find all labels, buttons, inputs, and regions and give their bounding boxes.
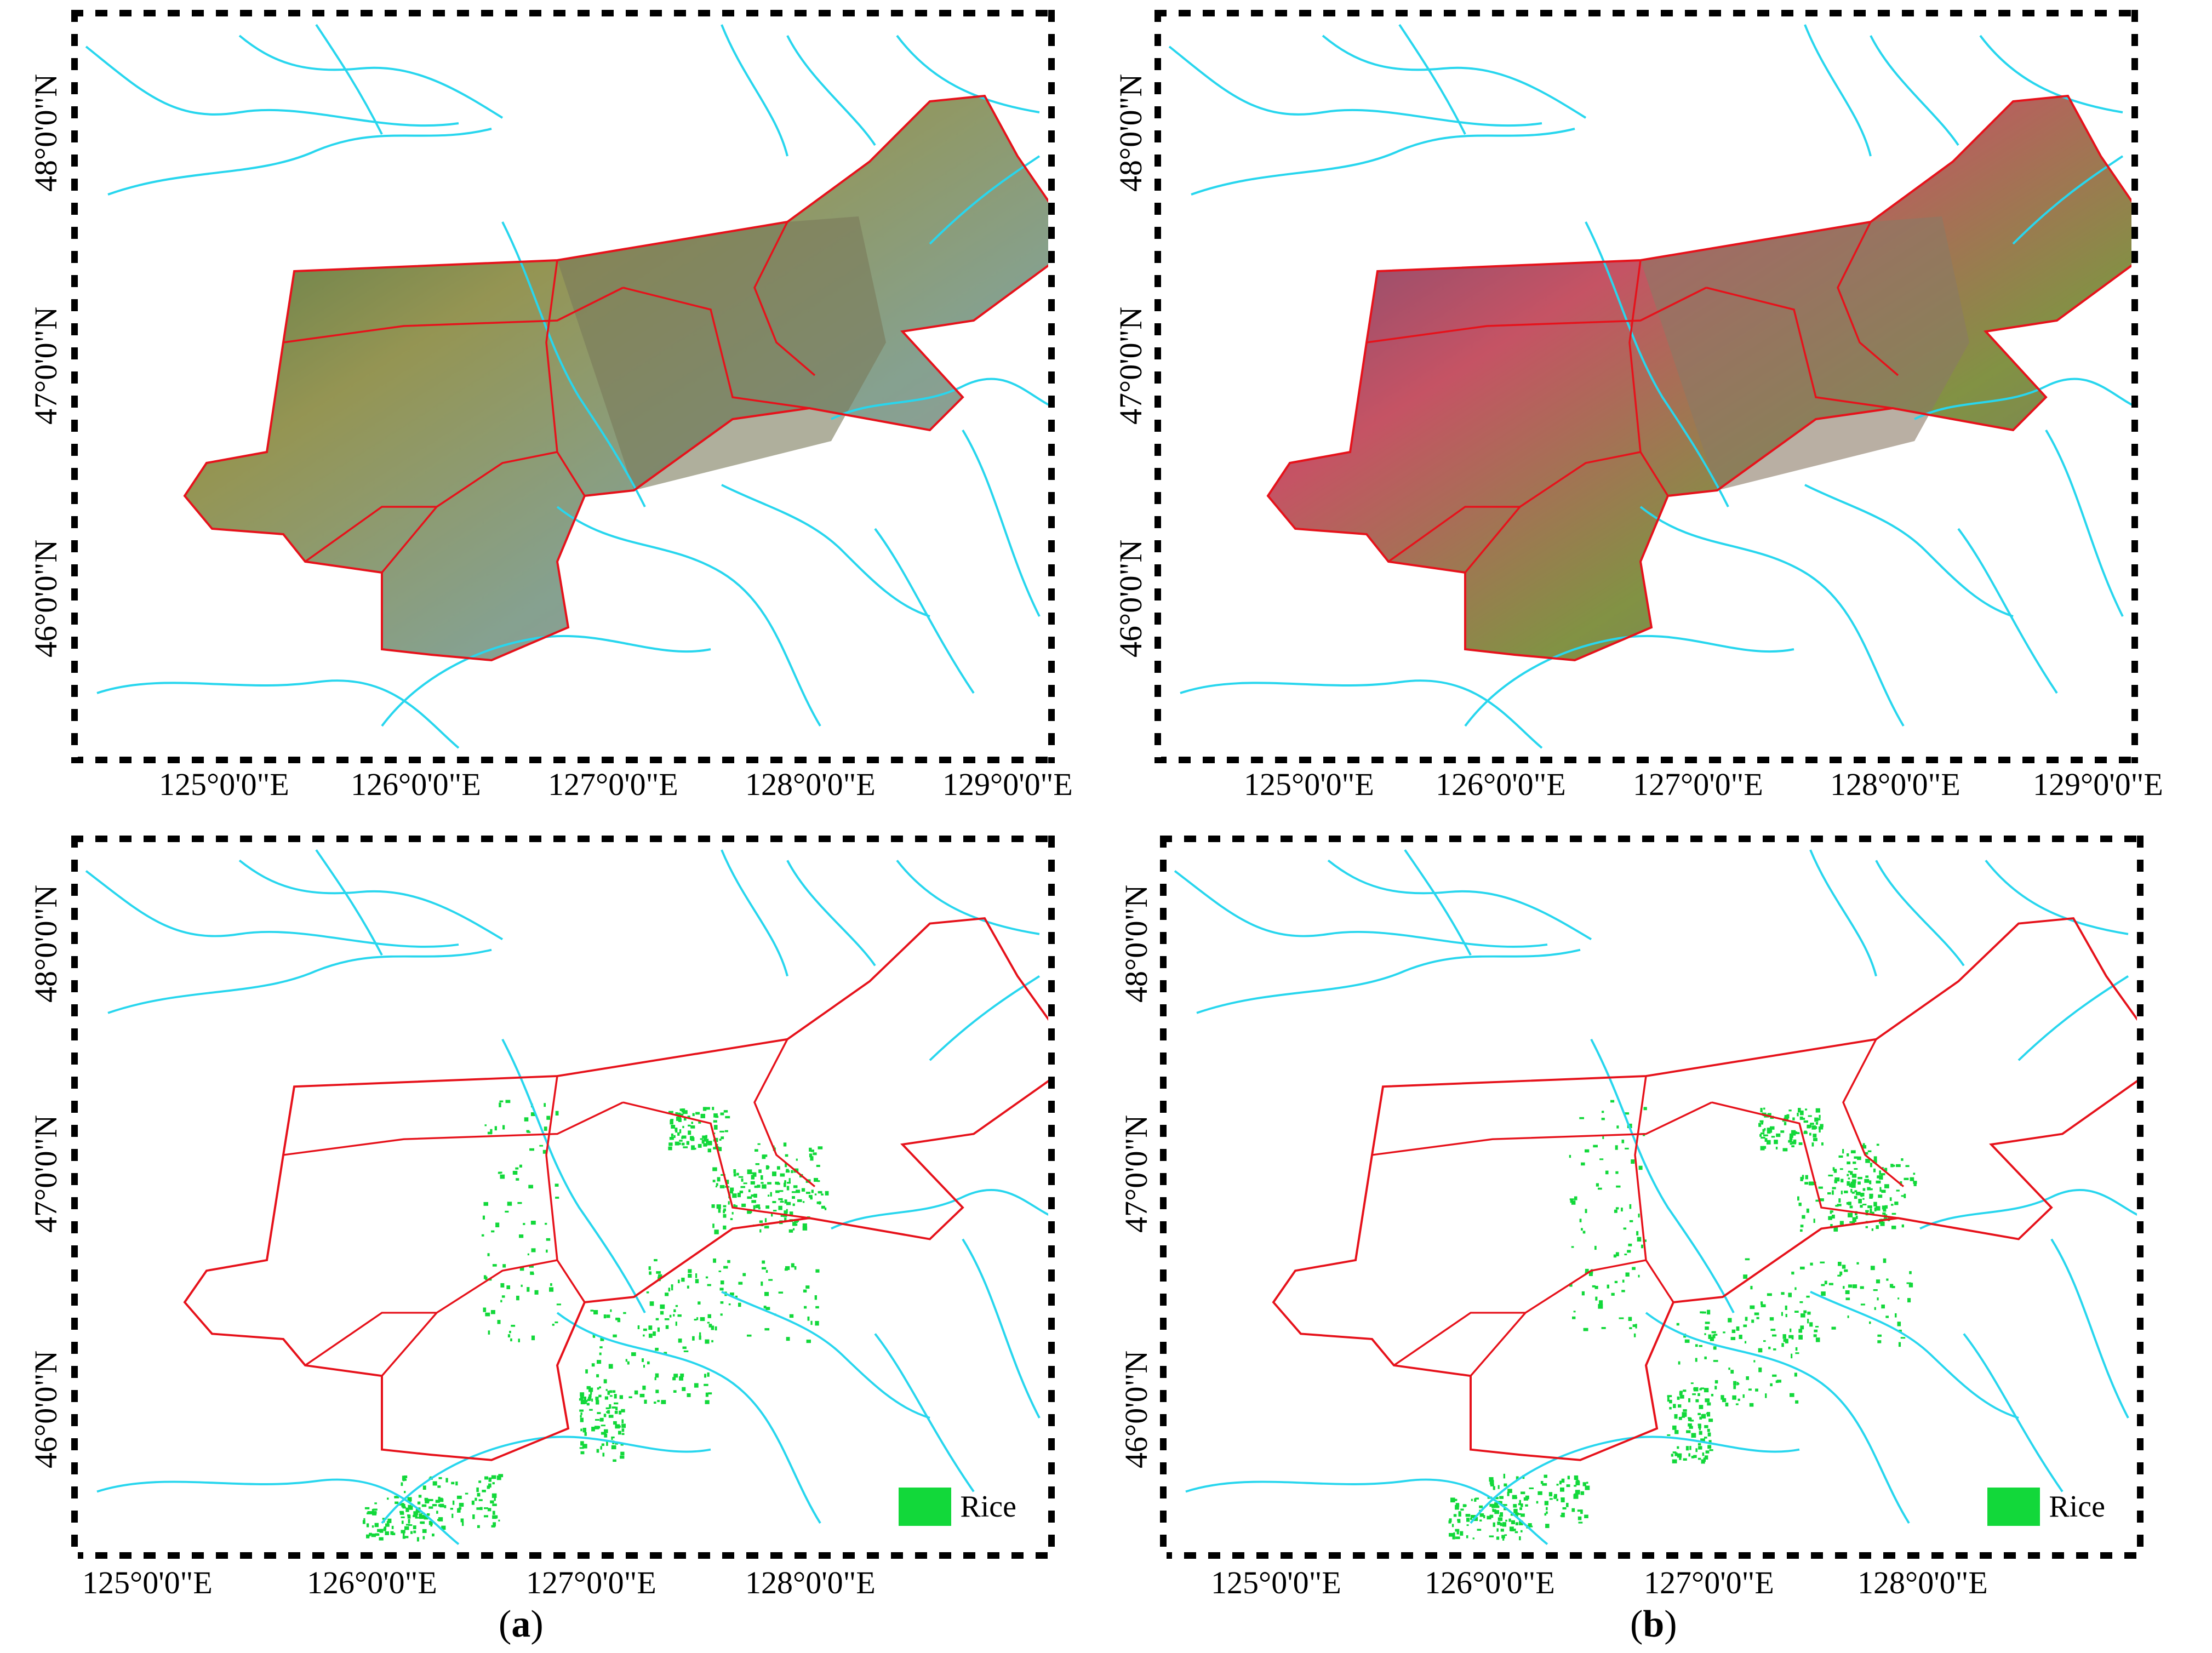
legend: Rice [899,1488,1016,1526]
lon-tick-label: 126°0'0"E [307,1564,437,1601]
lat-tick-label: 48°0'0"N [27,885,64,1003]
lon-tick-label: 126°0'0"E [351,766,481,803]
map-canvas [1164,839,2144,1559]
lat-tick-label: 46°0'0"N [27,1351,64,1468]
lon-tick-label: 125°0'0"E [1244,766,1374,803]
map-panel-b-composite [1154,10,2138,763]
lat-tick-label: 46°0'0"N [1118,1351,1154,1468]
lon-tick-label: 128°0'0"E [1857,1564,1988,1601]
lat-tick-label: 48°0'0"N [1118,885,1154,1003]
lat-tick-label: 48°0'0"N [1112,74,1149,192]
legend: Rice [1987,1488,2105,1526]
lat-tick-label: 47°0'0"N [27,307,64,425]
lon-tick-label: 125°0'0"E [1211,1564,1341,1601]
lon-tick-label: 127°0'0"E [526,1564,656,1601]
map-canvas [1158,14,2138,763]
lat-tick-label: 47°0'0"N [27,1115,64,1233]
map-frame [1154,10,2138,763]
caption-letter: a [511,1603,530,1645]
lat-tick-label: 47°0'0"N [1118,1115,1154,1233]
lon-tick-label: 127°0'0"E [1633,766,1763,803]
caption-letter: b [1643,1603,1664,1645]
lat-tick-label: 46°0'0"N [1112,540,1149,657]
lat-tick-label: 48°0'0"N [27,74,64,192]
legend-label-rice: Rice [2049,1489,2105,1524]
lon-tick-label: 127°0'0"E [548,766,678,803]
lon-tick-label: 126°0'0"E [1425,1564,1555,1601]
map-panel-b-rice: Rice [1160,836,2144,1559]
map-canvas [75,839,1055,1559]
lon-tick-label: 127°0'0"E [1644,1564,1774,1601]
map-frame [71,836,1055,1559]
lon-tick-label: 125°0'0"E [159,766,289,803]
lon-tick-label: 128°0'0"E [745,1564,876,1601]
map-panel-a-composite [71,10,1055,763]
lat-tick-label: 47°0'0"N [1112,307,1149,425]
lon-tick-label: 126°0'0"E [1436,766,1566,803]
lon-tick-label: 128°0'0"E [745,766,876,803]
lon-tick-label: 129°0'0"E [942,766,1073,803]
legend-swatch-rice [1987,1488,2040,1526]
caption-b: (b) [1630,1603,1677,1646]
lon-tick-label: 125°0'0"E [82,1564,213,1601]
map-frame [1160,836,2144,1559]
legend-swatch-rice [899,1488,951,1526]
lon-tick-label: 129°0'0"E [2033,766,2163,803]
lon-tick-label: 128°0'0"E [1830,766,1960,803]
lat-tick-label: 46°0'0"N [27,540,64,657]
map-panel-a-rice: Rice [71,836,1055,1559]
legend-label-rice: Rice [960,1489,1016,1524]
map-canvas [75,14,1055,763]
map-frame [71,10,1055,763]
caption-a: (a) [499,1603,544,1646]
